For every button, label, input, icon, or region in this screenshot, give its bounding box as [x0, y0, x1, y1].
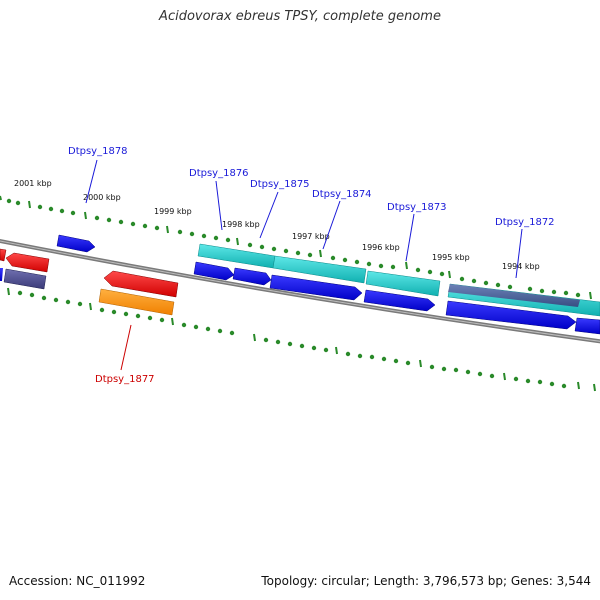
cds-arrow-b[interactable]	[232, 267, 272, 286]
cds-arrow-d[interactable]	[363, 289, 436, 312]
figure-title: Acidovorax ebreus TPSY, complete genome	[159, 9, 441, 24]
callout-line-1872	[515, 228, 523, 279]
gene-arrow-dtpsy-1877-red[interactable]	[103, 270, 179, 298]
scale-label-1999: 1999 kbp	[154, 207, 192, 216]
gene-band-dtpsy-1873[interactable]	[365, 270, 441, 297]
callout-line-1878	[85, 159, 98, 204]
accession-text: Accession: NC_011992	[9, 574, 146, 588]
gene-label-dtpsy-1872[interactable]: Dtpsy_1872	[495, 217, 555, 228]
gene-label-dtpsy-1877[interactable]: Dtpsy_1877	[95, 374, 155, 385]
gene-label-dtpsy-1876[interactable]: Dtpsy_1876	[189, 168, 249, 179]
cds-arrow-c[interactable]	[269, 274, 363, 301]
gene-label-dtpsy-1873[interactable]: Dtpsy_1873	[387, 202, 447, 213]
gene-band-dtpsy-1877[interactable]	[98, 288, 175, 316]
gene-arrow-blue-left-edge[interactable]	[0, 268, 3, 281]
callout-line-1876	[215, 180, 223, 231]
scale-label-1996: 1996 kbp	[362, 243, 400, 252]
genome-summary-text: Topology: circular; Length: 3,796,573 bp…	[261, 574, 591, 588]
cds-arrow-e[interactable]	[445, 300, 577, 330]
gene-arrow-slate-left[interactable]	[3, 268, 47, 290]
inner-scale-ticks	[7, 287, 596, 392]
gene-label-dtpsy-1878[interactable]: Dtpsy_1878	[68, 146, 128, 157]
callout-line-1874	[322, 200, 341, 250]
scale-label-2000: 2000 kbp	[83, 193, 121, 202]
cds-arrow-a[interactable]	[193, 261, 235, 281]
gene-label-dtpsy-1875[interactable]: Dtpsy_1875	[250, 179, 310, 190]
callout-line-1877	[120, 324, 132, 371]
gene-band-dtpsy-1875[interactable]	[272, 255, 367, 284]
callout-line-1875	[259, 191, 279, 239]
gene-label-dtpsy-1874[interactable]: Dtpsy_1874	[312, 189, 372, 200]
gene-arrow-red-left[interactable]	[5, 252, 50, 273]
outer-scale-ticks	[0, 195, 592, 300]
gene-arrow-dtpsy-1878[interactable]	[56, 234, 96, 253]
scale-label-2001: 2001 kbp	[14, 179, 52, 188]
gene-arrow-red-left-edge[interactable]	[0, 248, 7, 262]
scale-label-1997: 1997 kbp	[292, 232, 330, 241]
scale-label-1994: 1994 kbp	[502, 262, 540, 271]
cds-arrow-f[interactable]	[574, 317, 600, 335]
callout-line-1873	[405, 213, 415, 262]
scale-label-1998: 1998 kbp	[222, 220, 260, 229]
scale-label-1995: 1995 kbp	[432, 253, 470, 262]
gene-band-dtpsy-1872-overlay	[448, 284, 580, 307]
